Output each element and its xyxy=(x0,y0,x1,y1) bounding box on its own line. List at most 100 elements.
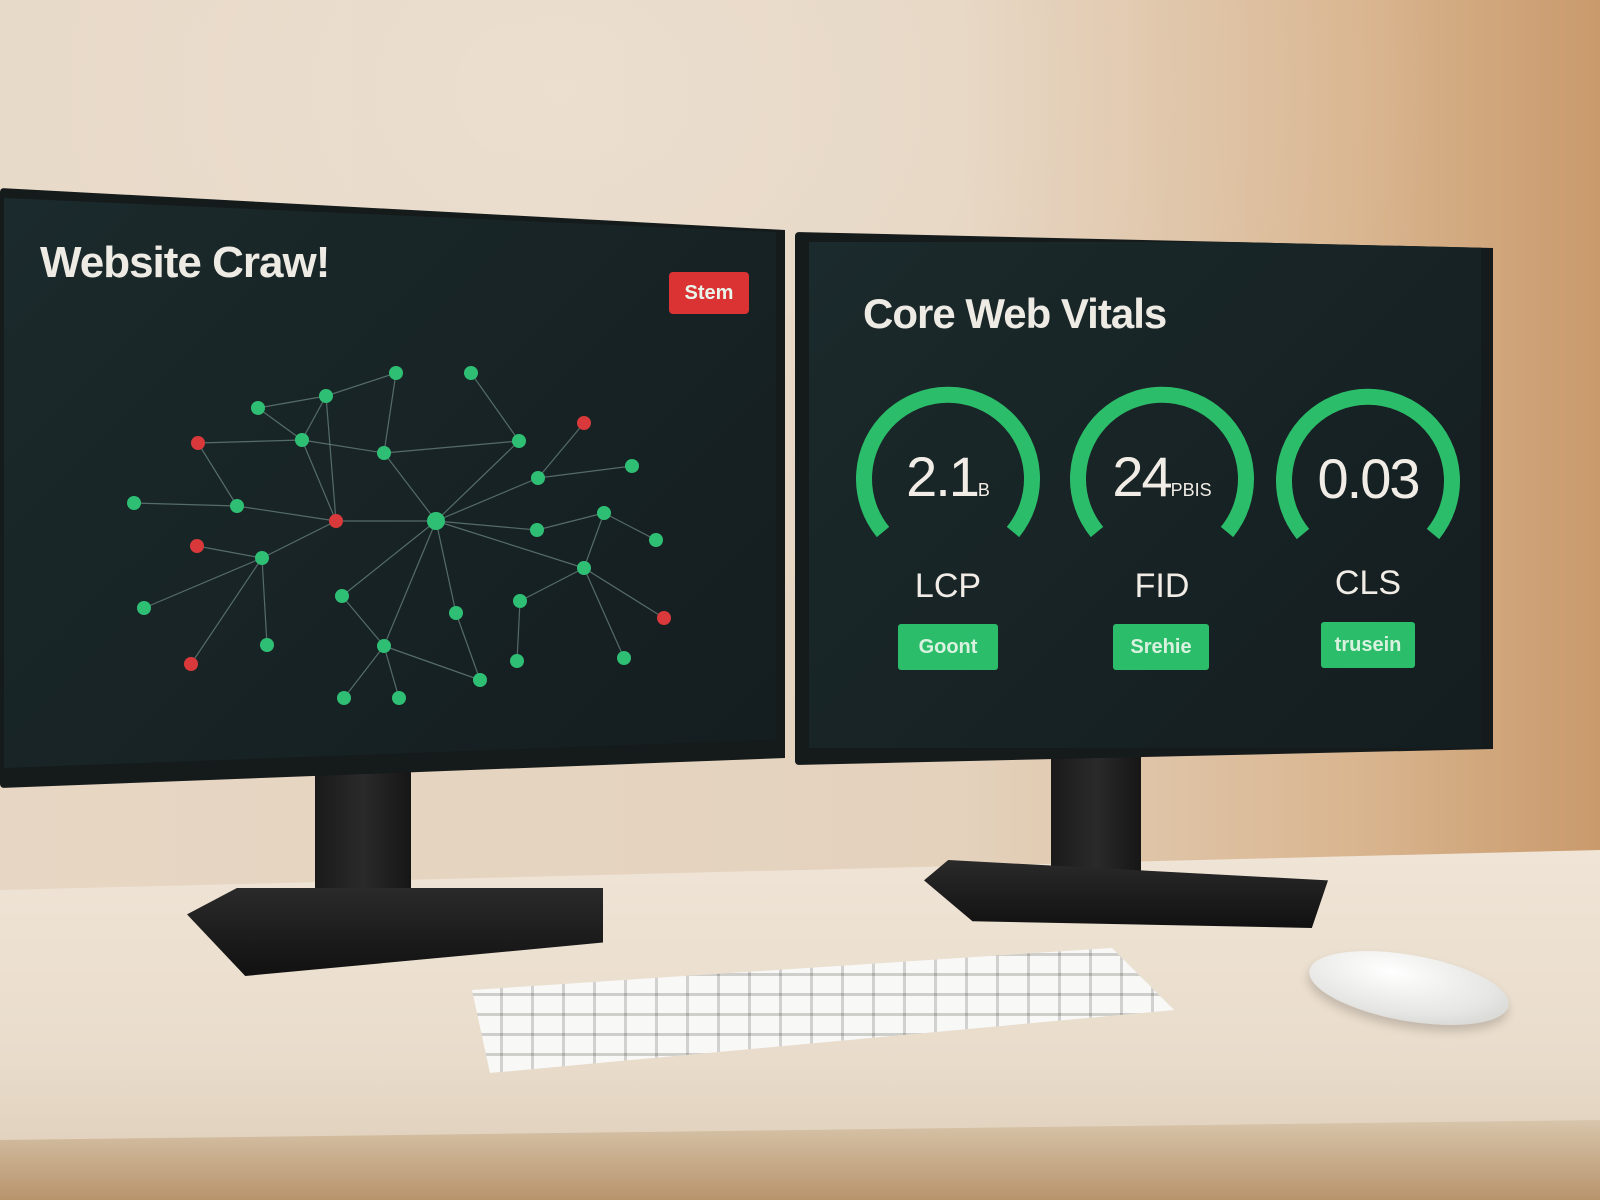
crawl-network-graph xyxy=(127,366,671,705)
graph-edge xyxy=(301,439,385,454)
graph-node-error[interactable] xyxy=(329,514,343,528)
graph-node-ok[interactable] xyxy=(531,471,545,485)
fid-label: FID xyxy=(1134,567,1190,605)
graph-edge xyxy=(343,645,385,699)
graph-edge xyxy=(143,557,263,609)
fid-status-badge[interactable]: Srehie xyxy=(1113,624,1209,670)
graph-node-ok[interactable] xyxy=(625,459,639,473)
graph-node-ok[interactable] xyxy=(597,506,611,520)
graph-edge xyxy=(257,407,303,441)
lcp-gauge-arc xyxy=(856,386,1040,538)
cls-number: 0.03 xyxy=(1317,447,1421,510)
graph-node-ok[interactable] xyxy=(449,606,463,620)
right-monitor: Core Web Vitals 2.1B LCP Goont 24PBIS FI… xyxy=(795,232,1493,765)
graph-edge xyxy=(236,505,337,522)
graph-edge xyxy=(383,372,397,454)
graph-node-ok[interactable] xyxy=(473,673,487,687)
graph-node-ok[interactable] xyxy=(335,589,349,603)
graph-node-ok[interactable] xyxy=(510,654,524,668)
graph-node-error[interactable] xyxy=(184,657,198,671)
graph-edge xyxy=(197,439,303,444)
crawl-title: Website Craw! xyxy=(40,238,330,287)
graph-node-ok[interactable] xyxy=(255,551,269,565)
graph-edge xyxy=(583,512,605,569)
fid-gauge-arc xyxy=(1070,386,1254,538)
graph-node-ok[interactable] xyxy=(377,639,391,653)
graph-node-ok[interactable] xyxy=(127,496,141,510)
graph-node-ok[interactable] xyxy=(427,512,445,530)
graph-edge xyxy=(583,567,665,619)
right-monitor-stand-neck xyxy=(1051,750,1141,880)
stem-button[interactable]: Stem xyxy=(669,272,749,314)
graph-edge xyxy=(341,595,385,647)
graph-edge xyxy=(190,557,263,665)
graph-node-error[interactable] xyxy=(577,416,591,430)
fid-gauge: 24PBIS FID Srehie xyxy=(1067,382,1257,712)
graph-node-ok[interactable] xyxy=(377,446,391,460)
cls-gauge: 0.03 CLS trusein xyxy=(1273,384,1463,714)
graph-node-ok[interactable] xyxy=(464,366,478,380)
lcp-status-badge[interactable]: Goont xyxy=(898,624,998,670)
graph-edge xyxy=(383,452,437,522)
fid-number: 24 xyxy=(1112,445,1172,508)
graph-node-ok[interactable] xyxy=(337,691,351,705)
graph-edge xyxy=(435,477,539,522)
graph-node-ok[interactable] xyxy=(251,401,265,415)
graph-node-ok[interactable] xyxy=(649,533,663,547)
graph-edge xyxy=(455,612,481,681)
graph-node-ok[interactable] xyxy=(530,523,544,537)
graph-edge xyxy=(470,372,520,442)
graph-node-ok[interactable] xyxy=(513,594,527,608)
graph-edge xyxy=(435,520,457,614)
left-monitor: Website Craw! Stem xyxy=(0,188,785,788)
graph-edge xyxy=(519,567,585,602)
graph-edge xyxy=(383,520,437,647)
lcp-label: LCP xyxy=(914,567,982,605)
cls-gauge-arc xyxy=(1276,388,1460,540)
cls-label: CLS xyxy=(1334,564,1402,602)
graph-node-ok[interactable] xyxy=(389,366,403,380)
graph-edge xyxy=(516,600,521,662)
graph-node-error[interactable] xyxy=(190,539,204,553)
lcp-value: 2.1B xyxy=(853,444,1043,509)
graph-edge xyxy=(341,520,437,597)
graph-edge xyxy=(537,465,633,479)
lcp-number: 2.1 xyxy=(906,445,980,508)
graph-edge xyxy=(257,395,327,409)
graph-edge xyxy=(583,567,625,659)
graph-edge xyxy=(325,395,337,522)
graph-edge xyxy=(435,440,520,522)
graph-edge xyxy=(435,520,585,569)
graph-node-ok[interactable] xyxy=(392,691,406,705)
graph-edge xyxy=(261,557,268,646)
cls-value: 0.03 xyxy=(1273,446,1463,511)
graph-edge xyxy=(325,372,397,397)
left-monitor-stand-neck xyxy=(315,770,411,910)
graph-edge xyxy=(537,422,585,479)
graph-edge xyxy=(197,442,238,507)
graph-node-ok[interactable] xyxy=(260,638,274,652)
graph-edge xyxy=(603,512,657,541)
fid-value: 24PBIS xyxy=(1067,444,1257,509)
graph-edge xyxy=(133,502,238,507)
lcp-gauge: 2.1B LCP Goont xyxy=(853,382,1043,712)
graph-edge xyxy=(301,395,327,441)
graph-node-error[interactable] xyxy=(191,436,205,450)
graph-edge xyxy=(383,645,400,699)
graph-edge xyxy=(301,439,337,522)
graph-node-ok[interactable] xyxy=(137,601,151,615)
cls-status-badge[interactable]: trusein xyxy=(1321,622,1415,668)
graph-node-ok[interactable] xyxy=(295,433,309,447)
graph-edge xyxy=(196,545,263,559)
graph-node-error[interactable] xyxy=(657,611,671,625)
graph-edge xyxy=(383,440,520,454)
graph-node-ok[interactable] xyxy=(230,499,244,513)
graph-node-ok[interactable] xyxy=(512,434,526,448)
graph-edge xyxy=(536,512,605,531)
vitals-screen: Core Web Vitals 2.1B LCP Goont 24PBIS FI… xyxy=(809,242,1481,748)
graph-node-ok[interactable] xyxy=(577,561,591,575)
graph-node-ok[interactable] xyxy=(617,651,631,665)
graph-node-ok[interactable] xyxy=(319,389,333,403)
crawl-screen: Website Craw! Stem xyxy=(4,198,776,768)
graph-edge xyxy=(435,520,538,531)
